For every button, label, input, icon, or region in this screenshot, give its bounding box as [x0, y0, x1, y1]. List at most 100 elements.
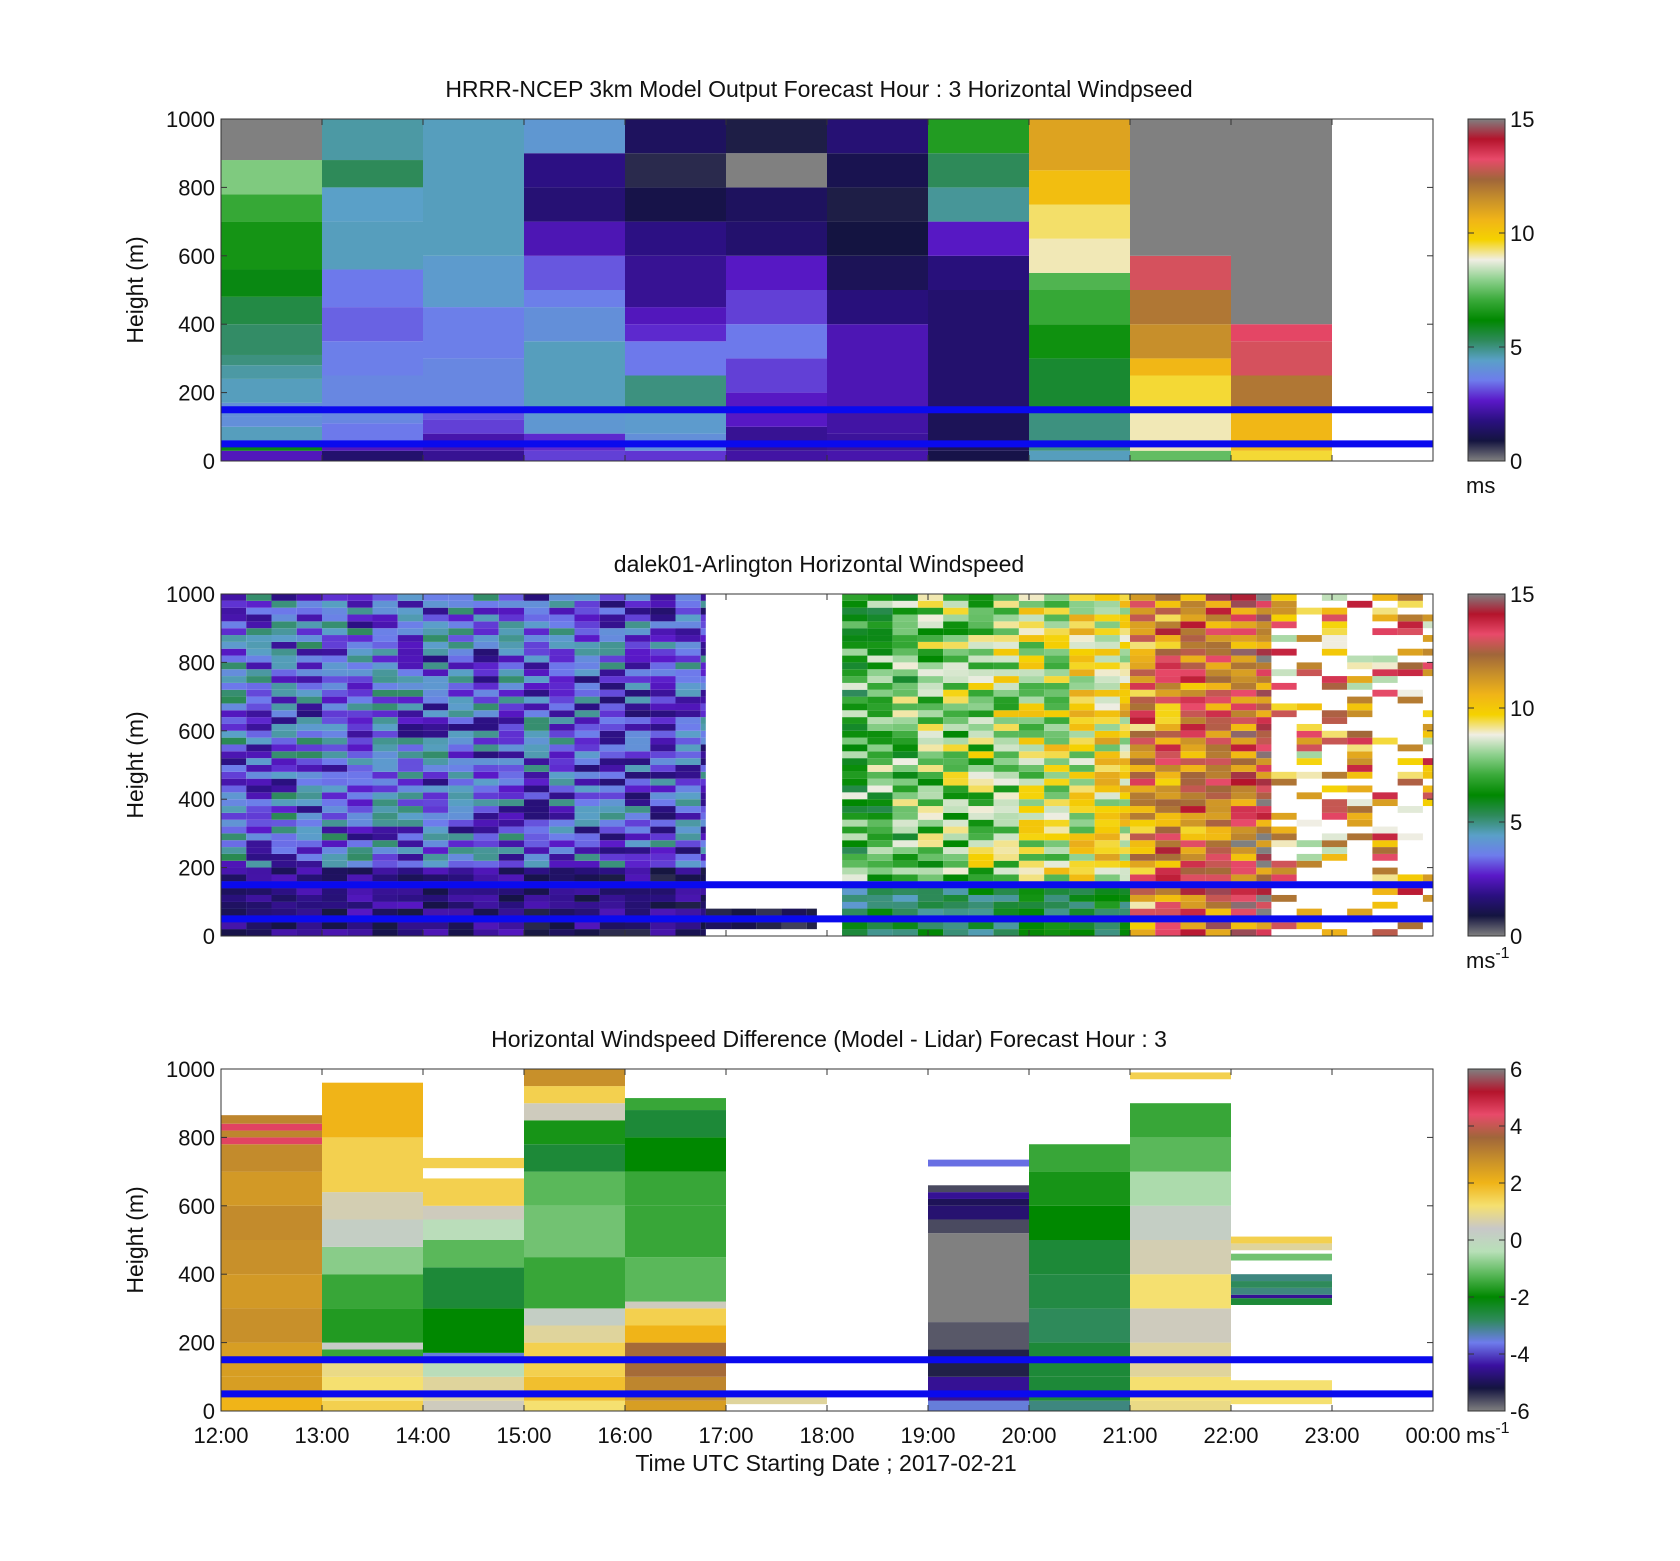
lidar-cell	[1296, 758, 1322, 765]
lidar-cell	[943, 888, 969, 895]
lidar-cell	[1119, 621, 1130, 629]
lidar-cell	[1296, 771, 1322, 779]
lidar-cell	[524, 785, 550, 793]
lidar-cell	[650, 662, 676, 670]
lidar-cell	[993, 703, 1019, 711]
lidar-cell	[1130, 614, 1156, 622]
lidar-cell	[650, 682, 676, 690]
lidar-cell	[1256, 635, 1272, 642]
lidar-cell	[1130, 874, 1156, 882]
lidar-cell	[1069, 847, 1095, 854]
lidar-cell	[1130, 648, 1156, 656]
heatmap-cell	[625, 1308, 726, 1326]
lidar-cell	[625, 710, 651, 718]
lidar-cell	[372, 758, 398, 765]
heatmap-cell	[928, 1198, 1029, 1206]
lidar-cell	[993, 676, 1019, 683]
lidar-cell	[448, 682, 474, 690]
lidar-cell	[700, 908, 706, 916]
lidar-cell	[943, 744, 969, 752]
lidar-cell	[599, 676, 625, 683]
lidar-cell	[1271, 648, 1297, 656]
y-tick-label: 1000	[166, 1057, 215, 1082]
lidar-cell	[842, 696, 868, 704]
lidar-cell	[473, 628, 499, 636]
lidar-cell	[574, 894, 600, 902]
lidar-cell	[1205, 765, 1231, 772]
lidar-cell	[574, 799, 600, 807]
lidar-cell	[1155, 888, 1181, 895]
lidar-cell	[296, 744, 322, 752]
lidar-cell	[968, 785, 994, 793]
lidar-cell	[1044, 662, 1070, 670]
lidar-cell	[549, 792, 575, 800]
lidar-cell	[271, 723, 297, 731]
heatmap-cell	[524, 1103, 625, 1121]
lidar-cell	[1130, 628, 1156, 636]
lidar-cell	[498, 744, 524, 752]
lidar-cell	[1422, 874, 1433, 882]
lidar-cell	[1069, 860, 1095, 868]
lidar-cell	[1044, 614, 1070, 622]
lidar-cell	[700, 594, 706, 601]
lidar-cell	[372, 594, 398, 601]
lidar-cell	[867, 908, 893, 916]
lidar-cell	[1044, 765, 1070, 772]
lidar-cell	[1119, 730, 1130, 738]
colorbar-tick-label: 0	[1510, 1228, 1522, 1253]
lidar-cell	[1256, 689, 1272, 697]
heatmap-cell	[625, 1325, 726, 1343]
lidar-cell	[993, 799, 1019, 807]
lidar-cell	[473, 799, 499, 807]
lidar-cell	[1271, 833, 1297, 841]
lidar-cell	[842, 812, 868, 820]
lidar-cell	[347, 833, 373, 841]
heatmap-cell	[625, 341, 726, 376]
lidar-cell	[1271, 669, 1297, 677]
lidar-cell	[892, 641, 918, 649]
lidar-cell	[842, 758, 868, 765]
lidar-cell	[448, 628, 474, 636]
lidar-cell	[1069, 655, 1095, 663]
lidar-cell	[322, 785, 348, 793]
lidar-cell	[867, 594, 893, 601]
lidar-cell	[322, 737, 348, 745]
lidar-cell	[943, 621, 969, 629]
lidar-cell	[650, 860, 676, 868]
x-tick-label: 20:00	[1001, 1423, 1056, 1448]
heatmap-cell	[625, 1171, 726, 1206]
lidar-cell	[1296, 908, 1322, 916]
lidar-cell	[1094, 894, 1120, 902]
lidar-cell	[842, 894, 868, 902]
lidar-cell	[296, 819, 322, 827]
lidar-cell	[1180, 682, 1206, 690]
lidar-cell	[1231, 655, 1257, 663]
lidar-cell	[1180, 908, 1206, 916]
lidar-cell	[1205, 874, 1231, 882]
lidar-cell	[1018, 662, 1045, 670]
lidar-cell	[347, 717, 373, 724]
lidar-cell	[867, 730, 893, 738]
lidar-cell	[549, 669, 575, 677]
lidar-cell	[574, 874, 600, 882]
lidar-cell	[943, 778, 969, 786]
lidar-cell	[1372, 853, 1398, 861]
lidar-cell	[524, 751, 550, 759]
lidar-cell	[943, 826, 969, 834]
lidar-cell	[1018, 621, 1045, 629]
lidar-cell	[1231, 819, 1257, 827]
lidar-cell	[473, 600, 499, 608]
lidar-cell	[322, 888, 348, 895]
lidar-cell	[892, 614, 918, 622]
lidar-cell	[1069, 806, 1095, 813]
lidar-cell	[700, 648, 706, 656]
lidar-cell	[498, 853, 524, 861]
lidar-cell	[993, 901, 1019, 909]
lidar-cell	[574, 737, 600, 745]
lidar-cell	[549, 799, 575, 807]
lidar-cell	[498, 758, 524, 765]
lidar-cell	[599, 799, 625, 807]
lidar-cell	[943, 785, 969, 793]
lidar-cell	[1155, 641, 1181, 649]
lidar-cell	[1397, 758, 1423, 765]
